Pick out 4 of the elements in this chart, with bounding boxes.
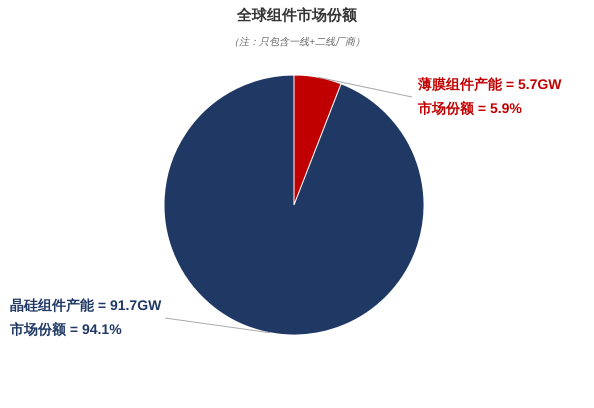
chart-title: 全球组件市场份额 [236,6,358,24]
data-label: 晶硅组件产能 = 91.7GW 市场份额 = 94.1% [9,297,162,337]
data-label: 薄膜组件产能 = 5.7GW 市场份额 = 5.9% [417,76,562,116]
chart-subtitle: （注：只包含一线+二线厂商） [229,36,365,48]
